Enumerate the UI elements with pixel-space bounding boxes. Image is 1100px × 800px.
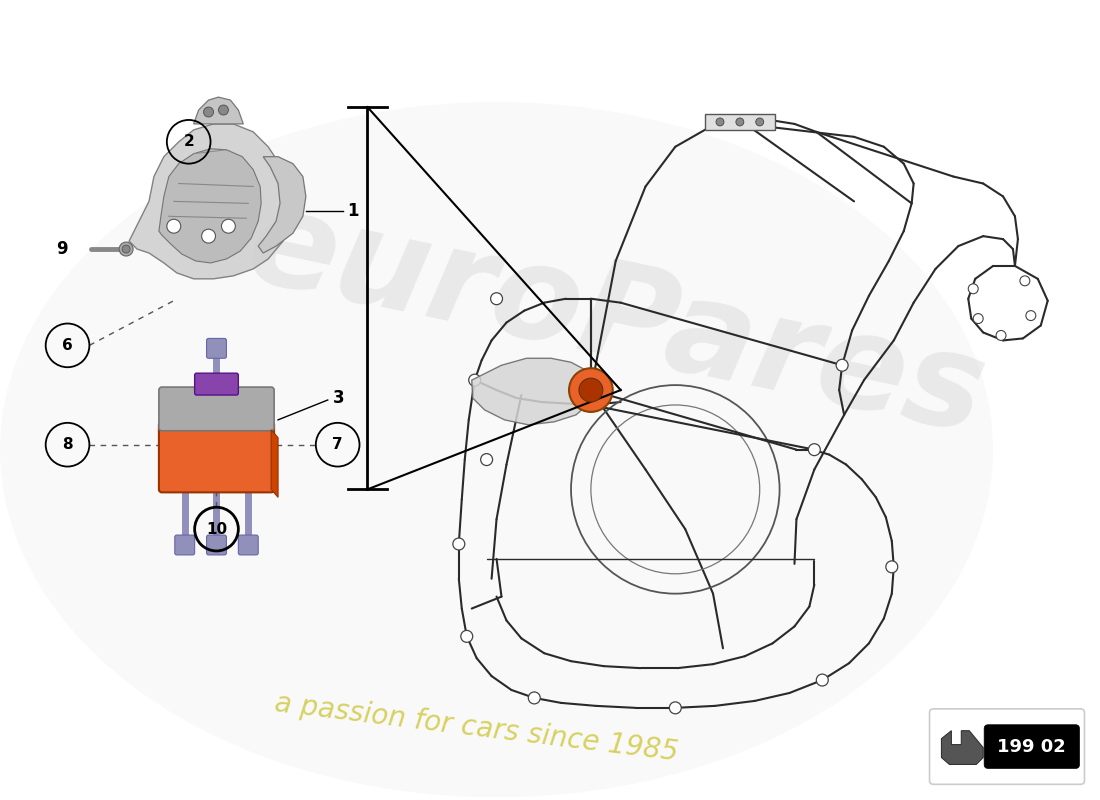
Circle shape	[453, 538, 465, 550]
Text: 10: 10	[206, 522, 227, 537]
FancyBboxPatch shape	[158, 422, 274, 492]
Polygon shape	[271, 430, 278, 498]
Circle shape	[528, 692, 540, 704]
FancyBboxPatch shape	[239, 535, 258, 555]
Circle shape	[219, 105, 229, 115]
Circle shape	[808, 444, 821, 456]
Polygon shape	[942, 730, 983, 765]
Circle shape	[1020, 276, 1030, 286]
Text: euroPares: euroPares	[235, 181, 996, 461]
Circle shape	[585, 384, 597, 396]
Circle shape	[816, 674, 828, 686]
Circle shape	[167, 219, 180, 233]
Polygon shape	[129, 124, 293, 279]
Circle shape	[569, 368, 613, 412]
Text: 8: 8	[63, 437, 73, 452]
FancyBboxPatch shape	[175, 535, 195, 555]
Circle shape	[736, 118, 744, 126]
Text: a passion for cars since 1985: a passion for cars since 1985	[273, 689, 680, 766]
Circle shape	[974, 314, 983, 323]
Circle shape	[491, 293, 503, 305]
Text: 6: 6	[63, 338, 73, 353]
Polygon shape	[194, 97, 243, 124]
Circle shape	[716, 118, 724, 126]
Circle shape	[836, 359, 848, 371]
Polygon shape	[158, 149, 261, 263]
Circle shape	[997, 330, 1006, 341]
Circle shape	[886, 561, 898, 573]
Circle shape	[122, 245, 130, 253]
Circle shape	[1026, 310, 1036, 321]
Polygon shape	[472, 358, 594, 425]
Text: 1: 1	[348, 202, 359, 220]
Circle shape	[756, 118, 763, 126]
Text: 199 02: 199 02	[998, 738, 1066, 755]
Circle shape	[481, 454, 493, 466]
FancyBboxPatch shape	[984, 725, 1079, 769]
Polygon shape	[258, 157, 306, 253]
Circle shape	[221, 219, 235, 233]
Polygon shape	[705, 114, 774, 130]
Circle shape	[968, 284, 978, 294]
Text: 7: 7	[332, 437, 343, 452]
Circle shape	[204, 107, 213, 117]
FancyBboxPatch shape	[207, 338, 227, 358]
Circle shape	[119, 242, 133, 256]
Text: 9: 9	[56, 240, 67, 258]
Ellipse shape	[0, 102, 993, 798]
Circle shape	[579, 378, 603, 402]
FancyBboxPatch shape	[207, 535, 227, 555]
Circle shape	[669, 702, 681, 714]
FancyBboxPatch shape	[158, 387, 274, 430]
Circle shape	[201, 229, 216, 243]
FancyBboxPatch shape	[195, 373, 239, 395]
Circle shape	[461, 630, 473, 642]
Text: 3: 3	[332, 389, 344, 407]
FancyBboxPatch shape	[930, 709, 1085, 784]
Circle shape	[469, 374, 481, 386]
Text: 2: 2	[184, 134, 194, 150]
